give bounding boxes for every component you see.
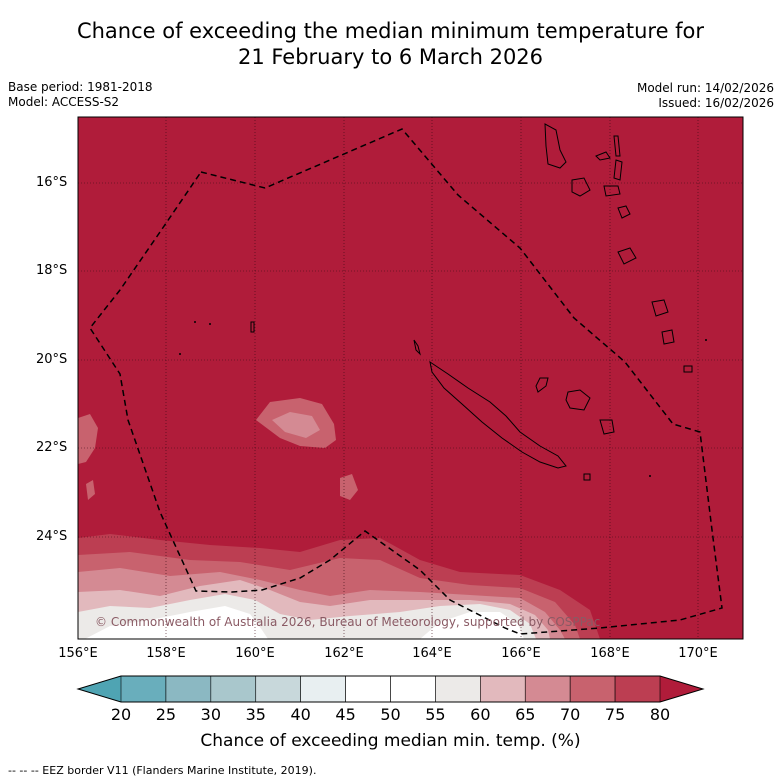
chart-title: Chance of exceeding the median minimum t…: [0, 18, 781, 70]
reef-islet-3: [194, 321, 196, 323]
colorbar-high-extension: [660, 676, 703, 702]
colorbar-label: Chance of exceeding median min. temp. (%…: [200, 731, 581, 751]
lon-label: 166°E: [501, 646, 541, 661]
map-frame: [77, 116, 744, 640]
colorbar-tick-label: 55: [425, 705, 446, 724]
lat-label: 16°S: [36, 175, 68, 190]
reef-islet-4: [209, 323, 211, 325]
model-run: Model run: 14/02/2026: [636, 81, 774, 95]
colorbar-outline: [76, 675, 705, 703]
colorbar-tick-label: 65: [515, 705, 536, 724]
colorbar-low-extension: [78, 676, 121, 702]
lat-label: 24°S: [36, 529, 68, 544]
lat-label: 18°S: [36, 263, 68, 278]
colorbar-tick-label: 45: [335, 705, 356, 724]
isle-of-pines: [583, 473, 591, 481]
colorbar-cell: [569, 675, 616, 703]
vanuatu-aneityum: [683, 365, 693, 373]
colorbar: [76, 675, 705, 703]
lat-label: 22°S: [36, 440, 68, 455]
eez-border: [89, 128, 723, 635]
contour-patch-west-small: [86, 480, 95, 500]
reef-islet-1: [250, 321, 255, 333]
colorbar-cell: [435, 675, 481, 703]
vanuatu-erromango: [651, 299, 669, 317]
colorbar-tick-label: 20: [110, 705, 132, 724]
vanuatu-pentecost: [613, 159, 623, 181]
title-line-2: 21 February to 6 March 2026: [237, 45, 544, 69]
map-area: © Commonwealth of Australia 2026, Bureau…: [78, 117, 743, 639]
colorbar-tick-label: 40: [290, 705, 311, 724]
contour-patch-central-inner: [272, 412, 320, 438]
colorbar-cell: [480, 675, 526, 703]
contour-band-45b: [420, 612, 524, 639]
meta-right: Model run: 14/02/2026 Issued: 16/02/2026: [637, 81, 774, 111]
colorbar-tick-label: 75: [604, 705, 626, 724]
issued-date: Issued: 16/02/2026: [658, 96, 774, 110]
loyalty-island-mare: [599, 419, 615, 435]
base-period: Base period: 1981-2018: [8, 80, 153, 94]
vanuatu-epi: [617, 205, 631, 219]
vanuatu-efate: [617, 247, 637, 265]
colorbar-cell: [210, 675, 257, 703]
colorbar-cell: [120, 675, 167, 703]
colorbar-tick-label: 50: [380, 705, 401, 724]
reef-islet-2: [179, 353, 181, 355]
lon-label: 160°E: [235, 646, 275, 661]
copyright-notice: © Commonwealth of Australia 2026, Bureau…: [95, 615, 600, 629]
colorbar-cell: [345, 675, 391, 703]
vanuatu-maewo: [613, 135, 621, 157]
colorbar-cell: [300, 675, 346, 703]
grid-lines: [78, 117, 743, 639]
colorbar-cell: [165, 675, 212, 703]
model-name: Model: ACCESS-S2: [8, 95, 120, 109]
eez-footnote: -- -- -- EEZ border V11 (Flanders Marine…: [8, 764, 317, 777]
lat-label: 20°S: [36, 352, 68, 367]
lon-label: 158°E: [146, 646, 186, 661]
contour-patch-west: [78, 414, 98, 464]
title-line-1: Chance of exceeding the median minimum t…: [76, 19, 705, 43]
lon-label: 164°E: [412, 646, 452, 661]
vanuatu-espiritu-santo: [544, 123, 567, 169]
colorbar-tick-label: 30: [200, 705, 222, 724]
meta-left: Base period: 1981-2018 Model: ACCESS-S2: [8, 80, 153, 110]
vanuatu-ambrym: [603, 185, 621, 197]
colorbar-cell: [255, 675, 301, 703]
colorbar-tick-label: 35: [245, 705, 266, 724]
vanuatu-malakula: [571, 177, 591, 197]
lon-label: 156°E: [58, 646, 98, 661]
colorbar-cell: [614, 675, 661, 703]
colorbar-cell: [390, 675, 436, 703]
vanuatu-small-island-1: [595, 151, 611, 161]
colorbar-tick-label: 70: [559, 705, 581, 724]
loyalty-island-lifou: [565, 389, 591, 411]
belep-islands: [413, 339, 421, 356]
reef-islet-5: [649, 475, 651, 477]
lon-label: 168°E: [590, 646, 630, 661]
vanuatu-tanna: [661, 329, 675, 345]
new-caledonia-island: [429, 360, 567, 469]
contour-band-45: [85, 606, 268, 639]
reef-islet-6: [705, 339, 707, 341]
colorbar-tick-label: 60: [470, 705, 491, 724]
colorbar-tick-label: 80: [649, 705, 671, 724]
lon-label: 170°E: [678, 646, 718, 661]
colorbar-tick-label: 25: [155, 705, 177, 724]
contour-patch-small: [340, 474, 358, 500]
loyalty-island-ouvea: [535, 377, 549, 393]
colorbar-cell: [524, 675, 571, 703]
lon-label: 162°E: [324, 646, 364, 661]
